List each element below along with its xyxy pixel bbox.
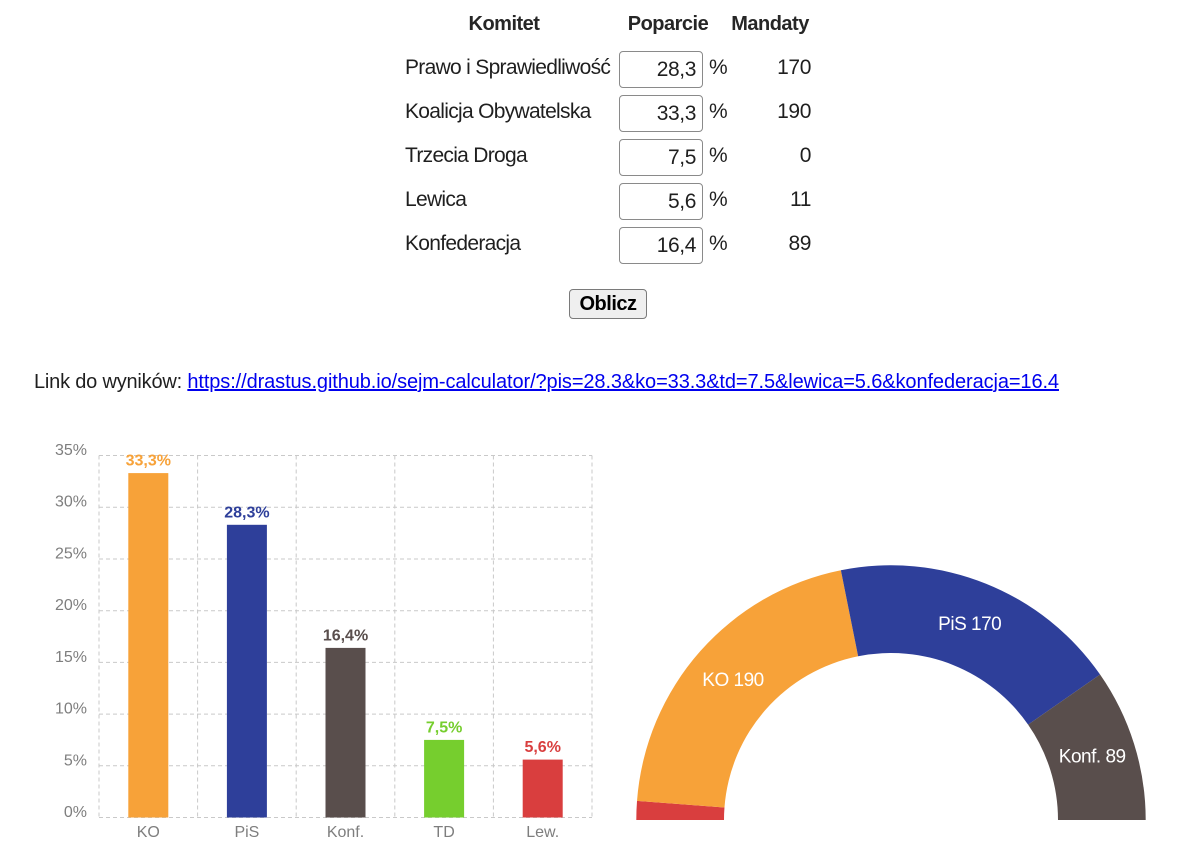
svg-text:Konf.: Konf. <box>327 824 364 841</box>
svg-text:16,4%: 16,4% <box>323 627 368 644</box>
svg-text:30%: 30% <box>55 494 87 511</box>
svg-text:KO: KO <box>137 824 160 841</box>
svg-text:7,5%: 7,5% <box>426 719 462 736</box>
svg-text:5,6%: 5,6% <box>524 739 560 756</box>
svg-text:0%: 0% <box>64 804 87 821</box>
svg-text:KO 190: KO 190 <box>702 670 763 691</box>
svg-text:Konf. 89: Konf. 89 <box>1059 746 1126 767</box>
svg-text:PiS: PiS <box>234 824 259 841</box>
svg-text:20%: 20% <box>55 597 87 614</box>
svg-text:TD: TD <box>433 824 454 841</box>
svg-text:33,3%: 33,3% <box>126 453 171 470</box>
svg-text:PiS 170: PiS 170 <box>938 614 1001 635</box>
svg-text:5%: 5% <box>64 752 87 769</box>
svg-text:Lew.: Lew. <box>526 824 559 841</box>
svg-text:10%: 10% <box>55 701 87 718</box>
svg-text:28,3%: 28,3% <box>224 504 269 521</box>
svg-text:15%: 15% <box>55 649 87 666</box>
svg-text:25%: 25% <box>55 546 87 563</box>
svg-text:35%: 35% <box>55 442 87 459</box>
